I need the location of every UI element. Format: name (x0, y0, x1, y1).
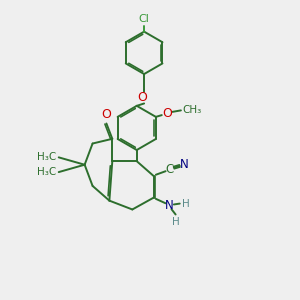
Text: H₃C: H₃C (37, 167, 56, 177)
Text: H₃C: H₃C (37, 152, 56, 162)
Text: O: O (162, 107, 172, 120)
Text: O: O (138, 91, 148, 104)
Text: CH₃: CH₃ (182, 105, 202, 116)
Text: N: N (165, 199, 174, 212)
Text: N: N (179, 158, 188, 171)
Text: C: C (166, 163, 174, 176)
Text: H: H (172, 218, 179, 227)
Text: O: O (101, 108, 111, 121)
Text: H: H (182, 199, 190, 208)
Text: Cl: Cl (139, 14, 149, 24)
